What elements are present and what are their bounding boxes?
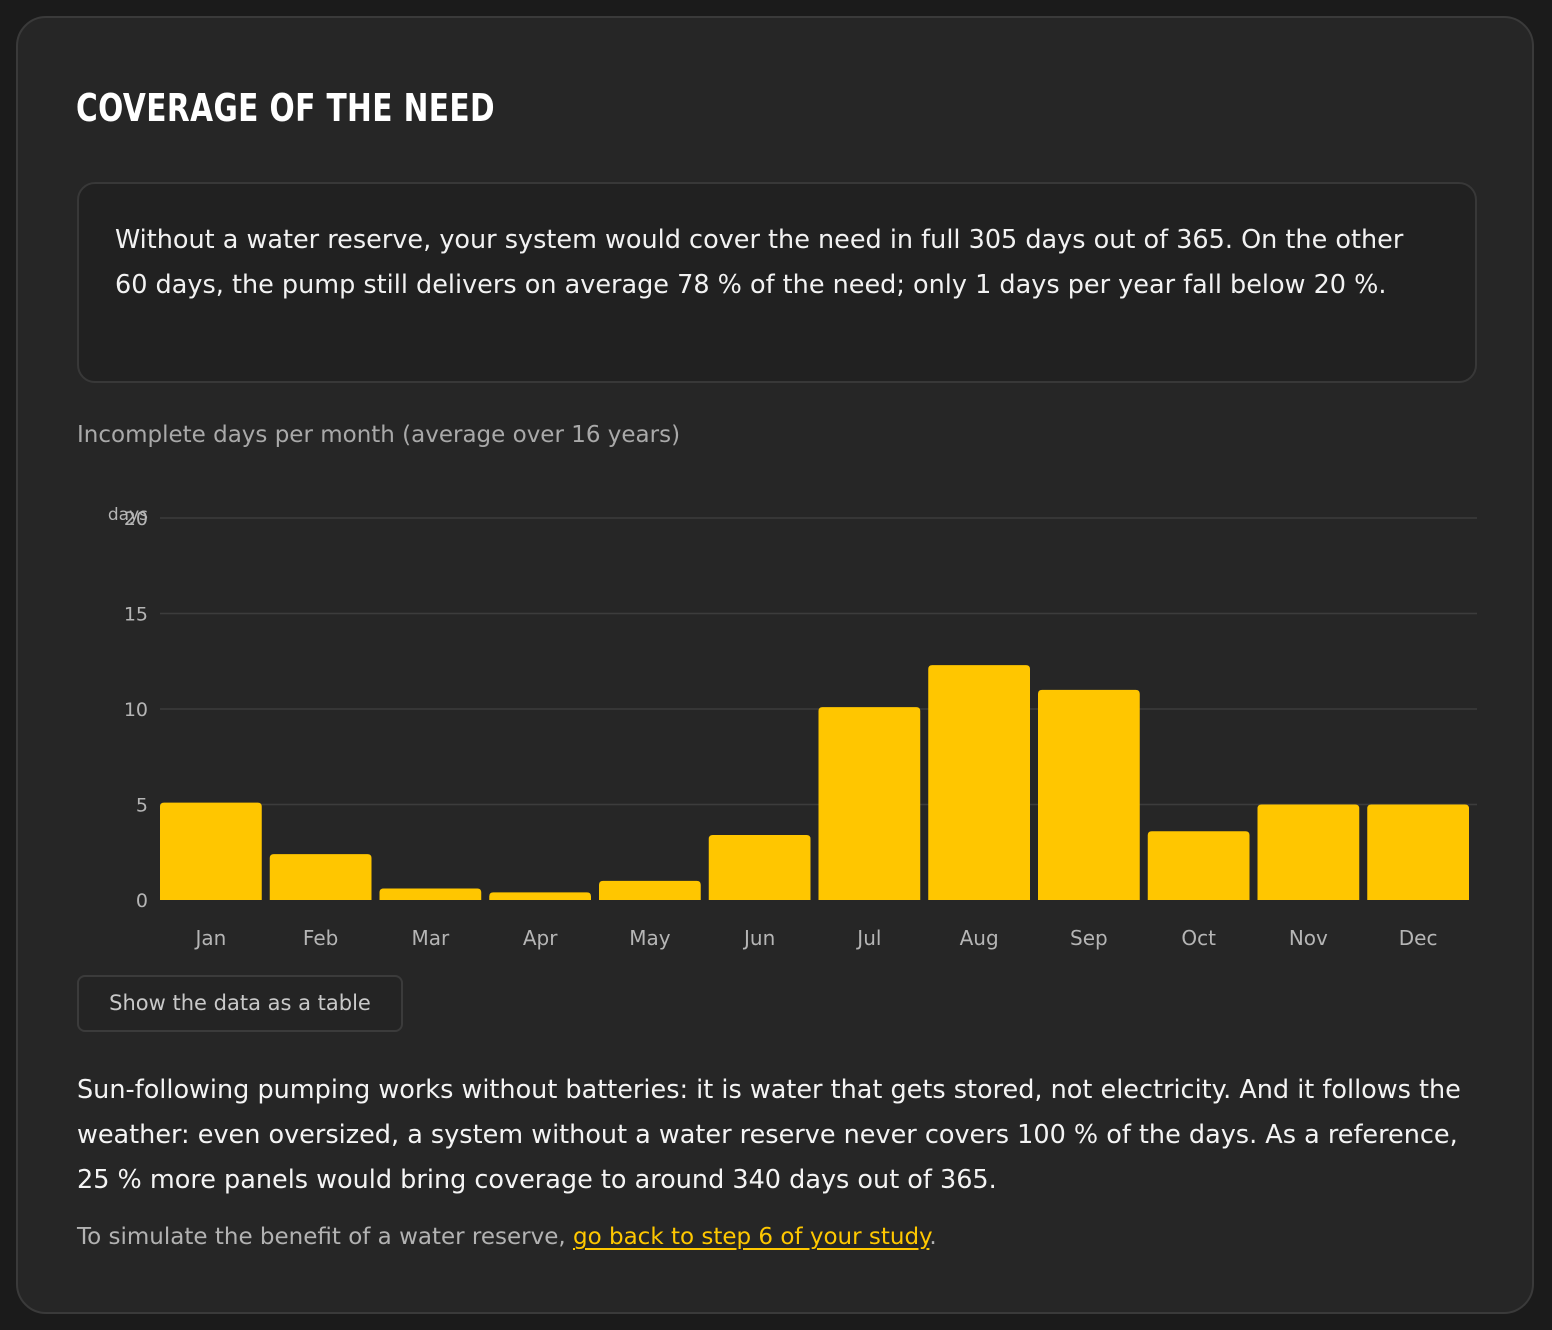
bar-jul bbox=[818, 707, 921, 900]
bar-apr bbox=[489, 892, 591, 900]
chart-x-ticks: Jan Feb Mar Apr May Jun Jul Aug Sep Oct Nov Dec bbox=[193, 926, 1437, 950]
y-tick-label: 10 bbox=[124, 699, 148, 721]
step-6-link[interactable]: go back to step 6 of your study bbox=[573, 1224, 930, 1250]
explanation-paragraph: Sun-following pumping works without batt… bbox=[77, 1075, 1461, 1195]
bar-mar bbox=[379, 888, 482, 900]
x-tick-label: Sep bbox=[1070, 926, 1108, 950]
y-tick-label: 5 bbox=[136, 795, 148, 817]
footer-prefix: To simulate the benefit of a water reser… bbox=[77, 1224, 573, 1250]
y-tick-label: 0 bbox=[136, 890, 148, 912]
bar-nov bbox=[1257, 804, 1360, 900]
x-tick-label: Jun bbox=[742, 926, 775, 950]
x-tick-label: Mar bbox=[412, 926, 451, 950]
incomplete-days-bar-chart: 0 5 10 15 20 days Jan Feb Mar Apr May Jun Jul Aug Se… bbox=[108, 505, 1477, 950]
footer-suffix: . bbox=[929, 1224, 937, 1250]
coverage-summary-box: Without a water reserve, your system wou… bbox=[77, 182, 1477, 383]
x-tick-label: Oct bbox=[1181, 926, 1216, 950]
chart-bars bbox=[160, 665, 1469, 900]
x-tick-label: Aug bbox=[960, 926, 999, 950]
y-axis-label: days bbox=[108, 505, 148, 525]
x-tick-label: Jan bbox=[193, 926, 226, 950]
chart-caption: Incomplete days per month (average over … bbox=[77, 422, 681, 448]
bar-feb bbox=[269, 854, 372, 900]
bar-oct bbox=[1147, 831, 1250, 900]
bar-dec bbox=[1367, 804, 1469, 900]
bar-aug bbox=[928, 665, 1030, 900]
x-tick-label: Apr bbox=[523, 926, 558, 950]
x-tick-label: Nov bbox=[1289, 926, 1328, 950]
footer-note: To simulate the benefit of a water reser… bbox=[77, 1218, 1497, 1256]
x-tick-label: Feb bbox=[303, 926, 338, 950]
y-tick-label: 20 bbox=[124, 508, 148, 530]
bar-sep bbox=[1038, 689, 1140, 900]
bar-may bbox=[599, 880, 701, 900]
coverage-card: Coverage of the need Without a water res… bbox=[16, 16, 1534, 1314]
show-table-button[interactable]: Show the data as a table bbox=[77, 975, 403, 1032]
section-title: Coverage of the need bbox=[76, 86, 496, 130]
bar-jan bbox=[160, 802, 262, 900]
x-tick-label: May bbox=[629, 926, 671, 950]
bar-jun bbox=[708, 835, 811, 900]
chart-y-ticks: 0 5 10 15 20 bbox=[124, 508, 148, 912]
y-tick-label: 15 bbox=[124, 604, 148, 626]
x-tick-label: Dec bbox=[1399, 926, 1438, 950]
x-tick-label: Jul bbox=[855, 926, 881, 950]
